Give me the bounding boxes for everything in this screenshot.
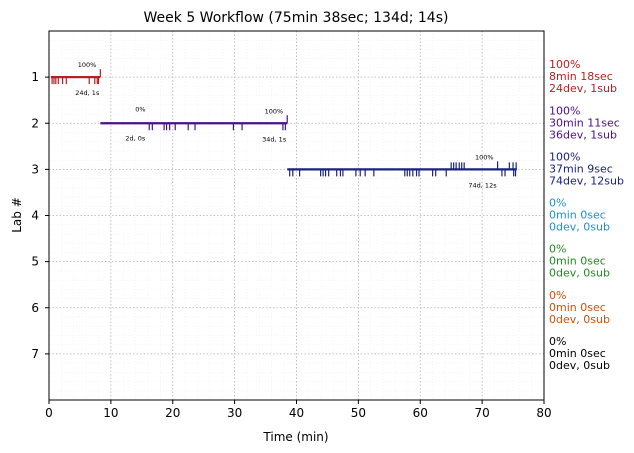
x-tick-label: 80 (536, 406, 551, 420)
lab-2-start-note: 2d, 0s (125, 134, 146, 142)
chart-title: Week 5 Workflow (75min 38sec; 134d; 14s) (144, 10, 449, 26)
lab-2-end-note: 34d, 1s (262, 135, 287, 143)
x-tick-label: 40 (289, 406, 304, 420)
lab-5-side-devsub: 0dev, 0sub (549, 267, 610, 280)
lab-3-end-note: 74d, 12s (468, 181, 497, 189)
lab-1-side-devsub: 24dev, 1sub (549, 82, 617, 95)
lab-2-side-devsub: 36dev, 1sub (549, 128, 617, 141)
lab-6-side-percent: 0% (549, 289, 566, 302)
x-tick-label: 60 (413, 406, 428, 420)
y-tick-label: 5 (31, 255, 39, 269)
lab-1-side-percent: 100% (549, 58, 580, 71)
lab-3-side-devsub: 74dev, 12sub (549, 174, 624, 187)
x-tick-label: 0 (45, 406, 53, 420)
x-tick-label: 20 (165, 406, 180, 420)
lab-7-side-devsub: 0dev, 0sub (549, 359, 610, 372)
lab-2-side-time: 30min 11sec (549, 116, 620, 129)
lab-4-side-percent: 0% (549, 197, 566, 210)
y-tick-label: 6 (31, 301, 39, 315)
lab-4-side-devsub: 0dev, 0sub (549, 221, 610, 234)
lab-4-side-time: 0min 0sec (549, 209, 606, 222)
lab-1-end-note: 24d, 1s (75, 89, 100, 97)
lab-3-side-time: 37min 9sec (549, 162, 613, 175)
series-layer: 100% 24d, 1s 0% 2d, 0s 100% 34d, 1s 100% 74d, 1… (50, 61, 517, 189)
lab-7-side-percent: 0% (549, 335, 566, 348)
y-axis: 1 2 3 4 5 6 7 (31, 70, 49, 361)
x-tick-label: 10 (103, 406, 118, 420)
y-tick-label: 1 (31, 70, 39, 84)
y-tick-label: 7 (31, 347, 39, 361)
lab-1-end-pct: 100% (78, 61, 97, 69)
y-axis-label: Lab # (10, 197, 24, 233)
lab-5-side-time: 0min 0sec (549, 255, 606, 268)
lab-5-side-percent: 0% (549, 243, 566, 256)
lab-7-side-time: 0min 0sec (549, 347, 606, 360)
x-axis: 0 10 20 30 40 50 60 70 80 (45, 400, 552, 420)
lab-6-side-devsub: 0dev, 0sub (549, 313, 610, 326)
y-tick-label: 2 (31, 116, 39, 130)
lab-2-side-percent: 100% (549, 104, 580, 117)
lab-3-end-pct: 100% (475, 153, 494, 161)
lab-2-end-pct: 100% (265, 107, 284, 115)
x-tick-label: 70 (474, 406, 489, 420)
x-tick-label: 50 (351, 406, 366, 420)
x-axis-label: Time (min) (262, 430, 328, 444)
lab-2-start-pct: 0% (135, 105, 145, 113)
grid (49, 31, 544, 400)
x-tick-label: 30 (227, 406, 242, 420)
y-tick-label: 4 (31, 209, 39, 223)
lab-6-side-time: 0min 0sec (549, 301, 606, 314)
y-tick-label: 3 (31, 162, 39, 176)
lab-1-side-time: 8min 18sec (549, 70, 613, 83)
lab-3-side-percent: 100% (549, 150, 580, 163)
